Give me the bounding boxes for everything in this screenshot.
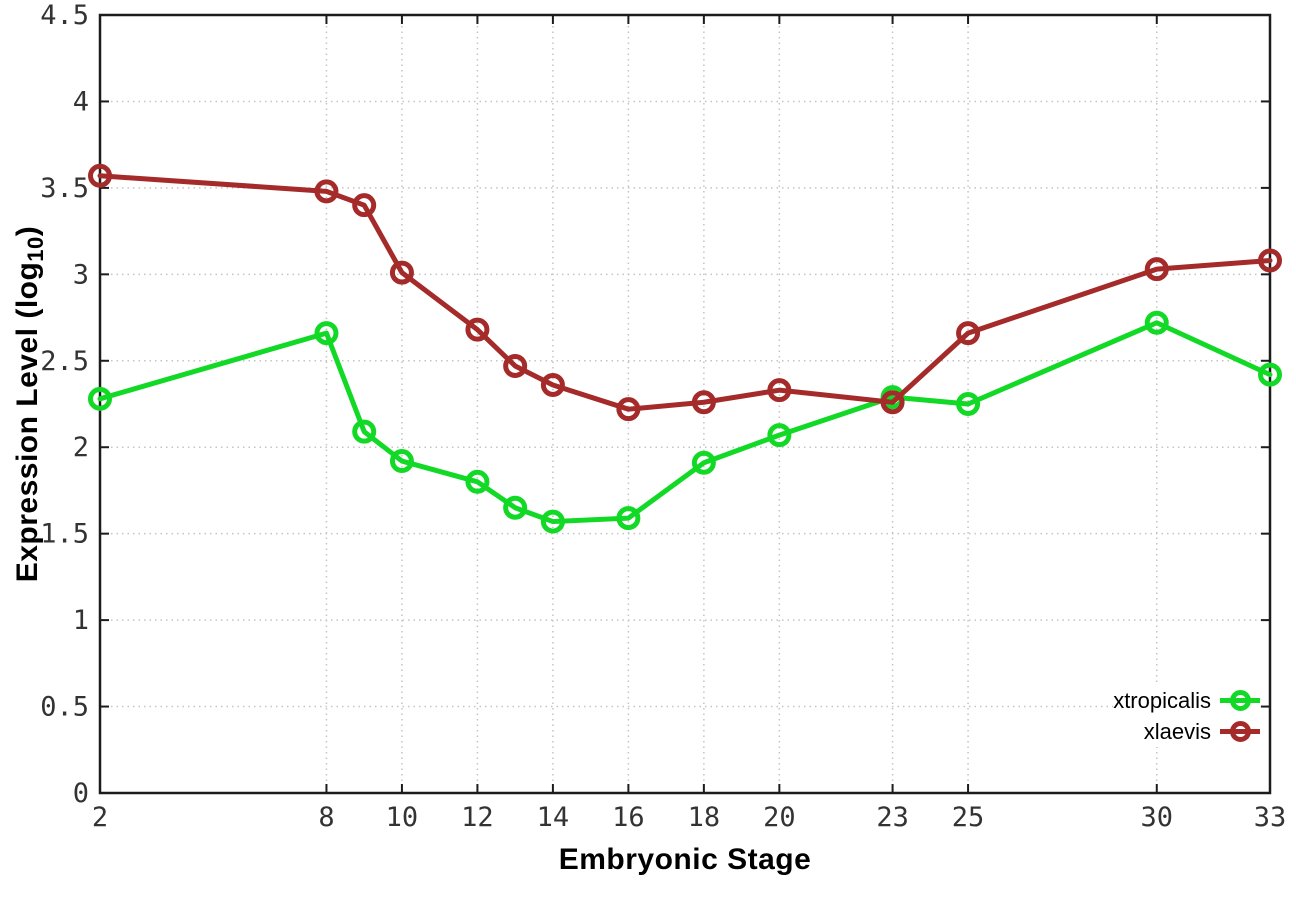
legend: xtropicalis xlaevis	[1113, 685, 1260, 747]
series-line-xtropicalis	[97, 320, 1273, 525]
data-point-xtropicalis	[389, 449, 414, 474]
y-tick-label: 0	[73, 778, 89, 809]
x-tick-label: 18	[688, 802, 721, 833]
data-point-xlaevis	[465, 317, 490, 342]
data-point-xlaevis	[767, 378, 792, 403]
data-point-xtropicalis	[956, 392, 981, 416]
data-point-xlaevis	[691, 390, 716, 415]
legend-ring-sample-icon	[1229, 690, 1251, 711]
y-tick-label: 3.5	[40, 173, 89, 204]
data-point-xtropicalis	[767, 423, 792, 448]
x-tick-label: 33	[1254, 802, 1287, 833]
data-point-xtropicalis	[616, 506, 641, 531]
legend-label-xlaevis: xlaevis	[1143, 718, 1211, 744]
data-point-xlaevis	[616, 397, 641, 422]
legend-row-xtropicalis: xtropicalis	[1113, 685, 1260, 716]
data-point-xtropicalis	[691, 450, 716, 475]
x-tick-label: 25	[952, 802, 985, 833]
data-point-xlaevis	[503, 353, 528, 378]
x-tick-label: 14	[537, 802, 570, 833]
data-point-xtropicalis	[314, 321, 339, 346]
legend-ring-sample-icon	[1229, 721, 1251, 742]
data-point-xlaevis	[314, 179, 339, 204]
y-tick-label: 0.5	[40, 692, 89, 723]
data-point-xlaevis	[352, 193, 377, 218]
y-tick-label: 2	[73, 432, 89, 463]
series-line-xlaevis	[97, 173, 1273, 412]
x-axis-title: Embryonic Stage	[558, 843, 812, 876]
x-tick-label: 23	[876, 802, 909, 833]
plot-border	[98, 13, 1272, 795]
data-point-xlaevis	[540, 372, 565, 397]
y-tick-label: 1	[73, 605, 89, 636]
y-tick-label: 2.5	[40, 346, 89, 377]
data-point-xlaevis	[880, 390, 905, 415]
data-point-xlaevis	[88, 163, 112, 188]
data-point-xlaevis	[1144, 257, 1169, 282]
y-tick-label: 4	[73, 86, 89, 117]
x-tick-label: 2	[92, 802, 108, 833]
x-tick-label: 20	[763, 802, 796, 833]
y-axis-title-end: )	[11, 225, 44, 237]
data-point-xtropicalis	[88, 386, 112, 411]
y-tick-label: 3	[73, 259, 89, 290]
legend-label-xtropicalis: xtropicalis	[1113, 687, 1211, 713]
y-tick-label: 4.5	[40, 0, 89, 31]
data-point-xtropicalis	[465, 469, 490, 494]
data-point-xtropicalis	[1144, 310, 1169, 335]
x-tick-label: 16	[612, 802, 645, 833]
y-axis-title-main: Expression Level (log	[11, 261, 44, 583]
data-point-xtropicalis	[540, 509, 565, 534]
legend-marker-xlaevis	[1220, 720, 1260, 744]
data-point-xtropicalis	[352, 419, 377, 444]
data-point-xtropicalis	[503, 495, 528, 520]
legend-marker-xtropicalis	[1220, 689, 1260, 713]
x-tick-label: 30	[1141, 802, 1174, 833]
y-tick-label: 1.5	[40, 519, 89, 550]
y-axis-title: Expression Level (log10)	[11, 226, 49, 583]
data-point-xlaevis	[956, 321, 981, 346]
data-point-xlaevis	[389, 260, 414, 285]
x-tick-label: 10	[386, 802, 419, 833]
data-point-xtropicalis	[1258, 362, 1282, 387]
data-point-xlaevis	[1258, 248, 1282, 273]
x-tick-label: 12	[461, 802, 494, 833]
y-axis-title-subscript: 10	[23, 236, 48, 262]
legend-row-xlaevis: xlaevis	[1144, 716, 1260, 747]
x-tick-label: 8	[318, 802, 334, 833]
